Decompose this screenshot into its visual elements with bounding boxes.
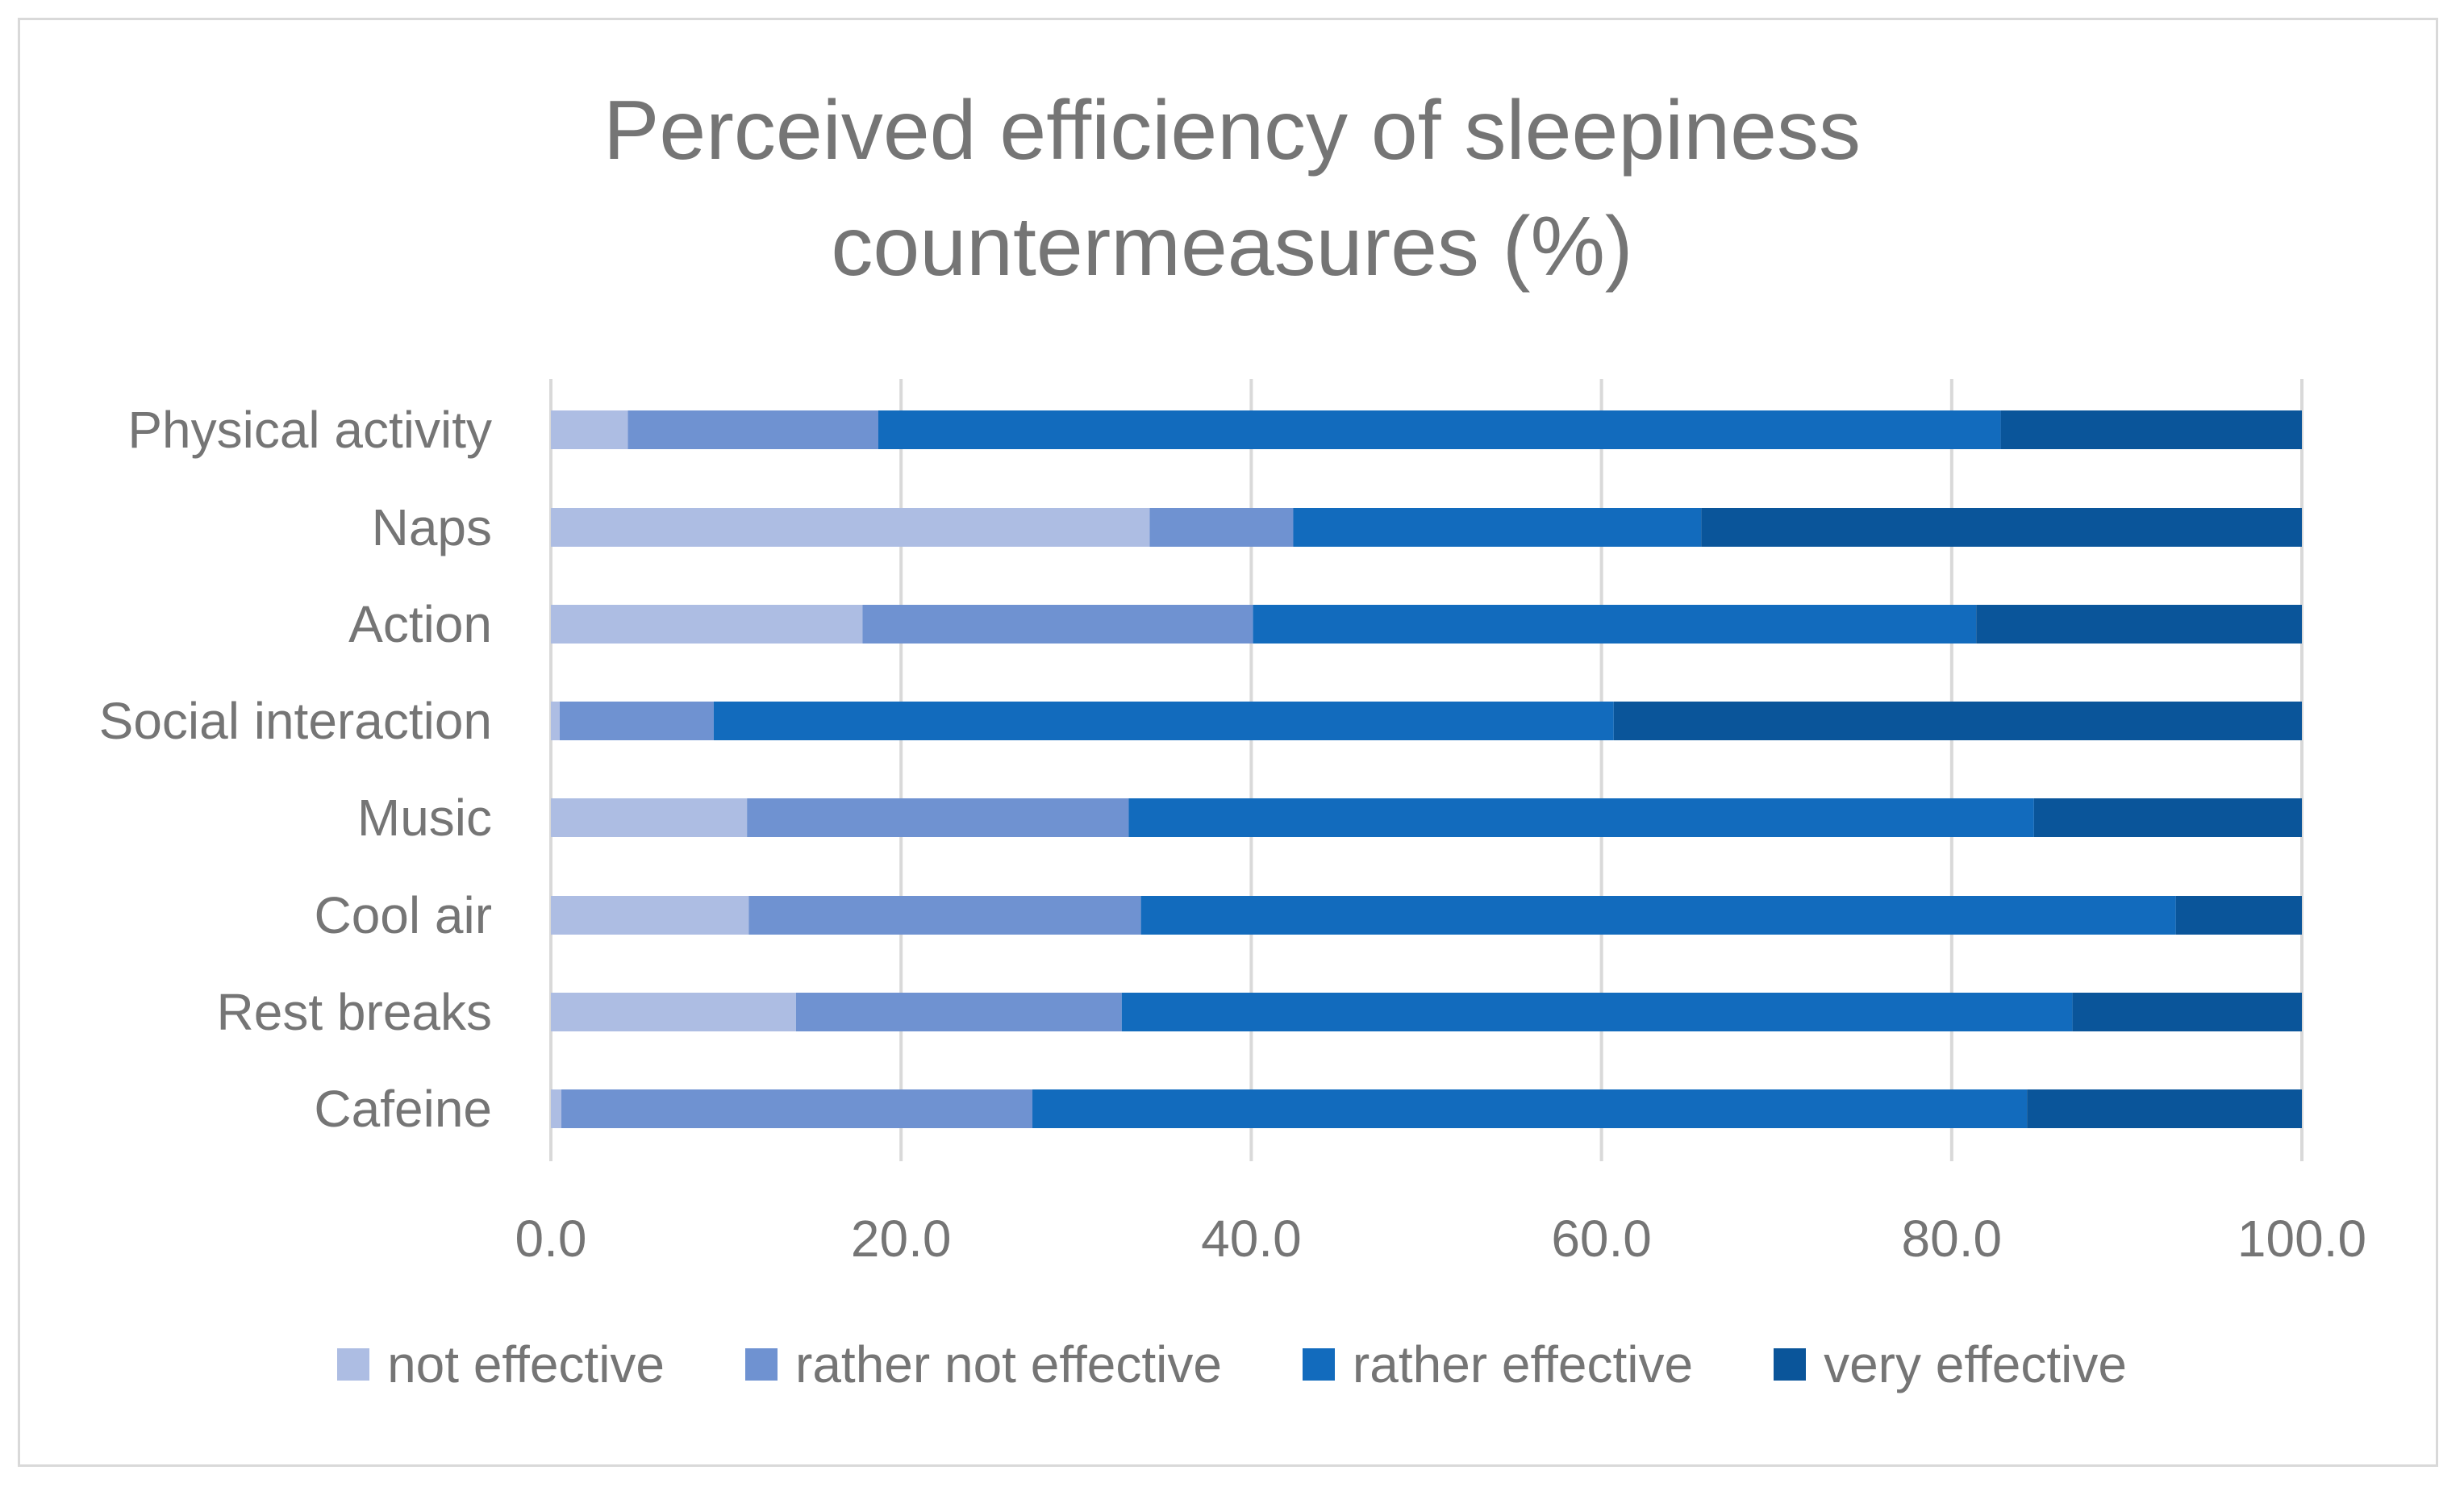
bar-segment — [2072, 993, 2302, 1031]
x-tick-label: 40.0 — [1201, 1210, 1302, 1268]
chart-legend: not effective rather not effective rather … — [0, 1335, 2464, 1394]
bar-segment — [1293, 508, 1702, 547]
y-category-label: Naps — [372, 498, 492, 556]
y-category-label: Social interaction — [99, 692, 492, 750]
legend-swatch — [337, 1348, 370, 1381]
bar-segment — [2033, 798, 2302, 837]
bar-segment — [551, 993, 796, 1031]
legend-swatch — [745, 1348, 778, 1381]
bar-segment — [1032, 1089, 2028, 1128]
bar-segment — [1253, 605, 1977, 644]
legend-label: not effective — [387, 1335, 665, 1393]
bar-segment — [1976, 605, 2302, 644]
bar-segment — [878, 410, 2001, 449]
bar-segment — [551, 798, 748, 837]
bar-segment — [1613, 702, 2302, 740]
bar-segment — [2175, 896, 2302, 935]
chart-title-line-2: countermeasures (%) — [831, 200, 1633, 294]
bar-segment — [551, 508, 1150, 547]
bar-segment — [551, 702, 560, 740]
y-category-label: Music — [357, 789, 492, 847]
y-category-label: Physical activity — [127, 401, 492, 459]
chart-frame — [18, 18, 2438, 1467]
chart-title-line-1: Perceived efficiency of sleepiness — [603, 84, 1861, 177]
legend-item: not effective — [337, 1335, 665, 1394]
bar-segment — [2027, 1089, 2302, 1128]
bar-segment — [551, 896, 749, 935]
bar-segment — [795, 993, 1122, 1031]
x-tick-label: 0.0 — [515, 1210, 587, 1268]
x-tick-label: 100.0 — [2237, 1210, 2366, 1268]
x-tick-label: 60.0 — [1551, 1210, 1652, 1268]
bar-segment — [551, 410, 628, 449]
bar-segment — [551, 605, 863, 644]
legend-item: rather effective — [1302, 1335, 1694, 1394]
bar-segment — [559, 702, 714, 740]
legend-swatch — [1774, 1348, 1807, 1381]
bar-segment — [551, 1089, 562, 1128]
legend-label: rather not effective — [795, 1335, 1222, 1393]
legend-swatch — [1302, 1348, 1335, 1381]
y-category-label: Cafeine — [314, 1080, 492, 1138]
bar-segment — [862, 605, 1253, 644]
bar-segment — [713, 702, 1614, 740]
chart-title: Perceived efficiency of sleepiness count… — [0, 73, 2464, 305]
bar-segment — [1140, 896, 2176, 935]
legend-item: rather not effective — [745, 1335, 1222, 1394]
y-category-label: Action — [348, 595, 492, 653]
bar-segment — [1149, 508, 1294, 547]
legend-label: rather effective — [1352, 1335, 1694, 1393]
bar-segment — [748, 896, 1141, 935]
bar-segment — [627, 410, 878, 449]
x-tick-label: 80.0 — [1902, 1210, 2003, 1268]
bar-segment — [2000, 410, 2302, 449]
legend-item: very effective — [1774, 1335, 2127, 1394]
bar-segment — [1128, 798, 2034, 837]
y-category-label: Rest breaks — [217, 983, 492, 1041]
bar-segment — [1121, 993, 2073, 1031]
bar-segment — [747, 798, 1129, 837]
legend-label: very effective — [1824, 1335, 2127, 1393]
y-category-label: Cool air — [314, 886, 492, 944]
bar-segment — [561, 1089, 1033, 1128]
x-tick-label: 20.0 — [851, 1210, 952, 1268]
bar-segment — [1701, 508, 2302, 547]
